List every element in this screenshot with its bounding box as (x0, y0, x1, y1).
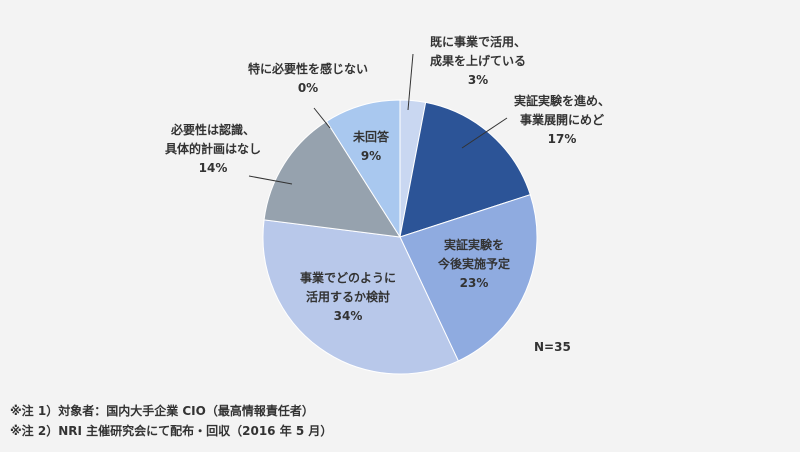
slice-percent: 9% (361, 149, 381, 163)
footnote-2: ※注 2）NRI 主催研究会にて配布・回収（2016 年 5 月） (10, 424, 333, 438)
slice-label-line: 実証実験を進め、 (514, 93, 610, 108)
slice-label-line: 既に事業で活用、 (430, 34, 526, 49)
leader-lines (248, 53, 508, 185)
slice-percent: 14% (199, 161, 228, 175)
slice-percent: 17% (548, 132, 577, 146)
leader-line-2 (461, 117, 508, 149)
pie-slices (262, 99, 538, 375)
slice-label-line: 今後実施予定 (437, 256, 510, 271)
footnote-1: ※注 1）対象者：国内大手企業 CIO（最高情報責任者） (10, 404, 314, 418)
slice-label-line: 特に必要性を感じない (248, 61, 368, 76)
pie-slice-2 (399, 101, 531, 238)
slice-label-1: 既に事業で活用、成果を上げている 3% (430, 34, 526, 87)
slice-percent: 34% (334, 309, 363, 323)
slice-label-line: 成果を上げている (430, 53, 526, 68)
leader-line-1 (407, 53, 414, 111)
slice-label-line: 事業展開にめど (520, 112, 604, 127)
slice-label-line: 必要性は認識、 (170, 122, 255, 137)
slice-label-7: 未回答 9% (352, 129, 390, 163)
slice-label-line: 実証実験を (444, 237, 504, 252)
slice-percent: 0% (298, 81, 318, 95)
slice-labels: 既に事業で活用、成果を上げている 3%実証実験を進め、事業展開にめど 17%実証実験… (165, 34, 610, 323)
slice-label-3: 実証実験を今後実施予定 23% (437, 237, 510, 290)
slice-label-line: 活用するか検討 (306, 289, 390, 304)
slice-label-line: 具体的計画はなし (165, 141, 261, 156)
slice-label-4: 事業でどのように活用するか検討 34% (300, 270, 396, 323)
slice-label-6: 特に必要性を感じない 0% (248, 61, 368, 95)
leader-line-5 (248, 175, 293, 185)
slice-label-line: 未回答 (352, 129, 390, 144)
slice-label-5: 必要性は認識、具体的計画はなし 14% (165, 122, 261, 175)
pie-slice-7 (325, 99, 401, 239)
slice-label-2: 実証実験を進め、事業展開にめど 17% (514, 93, 610, 146)
slice-percent: 3% (468, 73, 488, 87)
pie-slice-5 (263, 120, 401, 238)
leader-line-6 (313, 107, 331, 129)
pie-slice-4 (262, 219, 459, 375)
slice-label-line: 事業でどのように (300, 270, 396, 285)
pie-slice-3 (399, 194, 538, 362)
slice-percent: 23% (460, 276, 489, 290)
sample-size-label: N=35 (534, 340, 571, 354)
